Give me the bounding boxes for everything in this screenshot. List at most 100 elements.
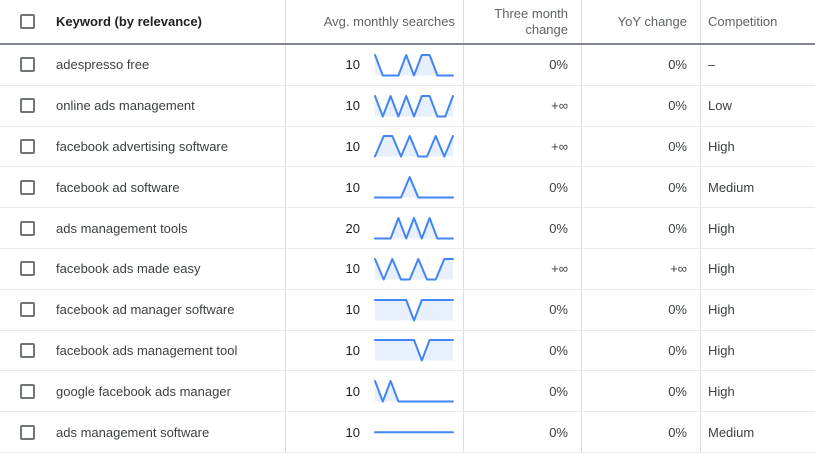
keyword-text: facebook ad manager software — [56, 302, 235, 318]
yoy-change-cell: 0% — [581, 330, 700, 371]
yoy-change-cell: +∞ — [581, 248, 700, 289]
column-header-competition-label: Competition — [708, 14, 778, 29]
table-row[interactable]: online ads management 10 +∞ 0% Low — [0, 85, 815, 127]
three-month-change-value: +∞ — [551, 261, 568, 277]
three-month-change-cell: +∞ — [463, 85, 581, 126]
table-row[interactable]: facebook ad manager software 10 0% 0% Hi… — [0, 289, 815, 331]
yoy-change-value: 0% — [668, 220, 687, 236]
avg-monthly-searches-cell: 10 — [285, 371, 463, 412]
row-checkbox[interactable] — [20, 57, 35, 73]
keyword-text: facebook advertising software — [56, 138, 228, 154]
column-header-avg-monthly-searches-label: Avg. monthly searches — [323, 14, 455, 29]
yoy-change-cell: 0% — [581, 289, 700, 330]
column-header-yoy-change[interactable]: YoY change — [581, 0, 700, 43]
keyword-cell: facebook ads management tool — [56, 331, 285, 371]
competition-cell: – — [700, 45, 815, 85]
table-row[interactable]: facebook ad software 10 0% 0% Medium — [0, 167, 815, 209]
avg-monthly-searches-value: 10 — [345, 98, 360, 114]
trend-sparkline — [374, 135, 454, 158]
avg-monthly-searches-cell: 10 — [285, 126, 463, 167]
competition-cell: High — [700, 289, 815, 330]
row-checkbox-cell — [0, 127, 56, 167]
three-month-change-cell: 0% — [463, 289, 581, 330]
competition-cell: Medium — [700, 167, 815, 208]
competition-cell: Medium — [700, 412, 815, 452]
three-month-change-value: 0% — [549, 342, 568, 358]
keyword-text: facebook ads management tool — [56, 342, 238, 358]
keyword-cell: adespresso free — [56, 45, 285, 85]
row-checkbox[interactable] — [20, 383, 35, 399]
keyword-cell: facebook advertising software — [56, 127, 285, 167]
competition-cell: High — [700, 248, 815, 289]
row-checkbox[interactable] — [20, 138, 35, 154]
trend-sparkline — [374, 431, 454, 434]
keyword-cell: ads management tools — [56, 208, 285, 248]
three-month-change-value: 0% — [549, 424, 568, 440]
row-checkbox[interactable] — [20, 98, 35, 114]
keyword-text: adespresso free — [56, 57, 150, 73]
competition-cell: Low — [700, 85, 815, 126]
row-checkbox[interactable] — [20, 342, 35, 358]
select-all-checkbox[interactable] — [20, 14, 35, 29]
column-header-avg-monthly-searches[interactable]: Avg. monthly searches — [285, 0, 463, 43]
avg-monthly-searches-value: 10 — [345, 342, 360, 358]
table-row[interactable]: facebook ads management tool 10 0% 0% Hi… — [0, 330, 815, 372]
three-month-change-value: +∞ — [551, 98, 568, 114]
trend-sparkline — [374, 380, 454, 403]
table-row[interactable]: ads management software 10 0% 0% Medium — [0, 412, 815, 453]
select-all-cell — [0, 0, 56, 43]
row-checkbox-cell — [0, 371, 56, 411]
competition-value: Medium — [708, 424, 755, 440]
trend-sparkline — [374, 53, 454, 77]
competition-value: – — [708, 57, 716, 73]
yoy-change-value: 0% — [668, 98, 687, 114]
row-checkbox[interactable] — [20, 302, 35, 318]
three-month-change-value: 0% — [549, 383, 568, 399]
three-month-change-cell: 0% — [463, 208, 581, 248]
table-row[interactable]: ads management tools 20 0% 0% High — [0, 208, 815, 249]
three-month-change-cell: 0% — [463, 167, 581, 208]
yoy-change-value: 0% — [668, 302, 687, 318]
competition-value: Low — [708, 98, 732, 114]
competition-value: High — [708, 138, 735, 154]
column-header-keyword-label: Keyword (by relevance) — [56, 14, 202, 29]
competition-value: High — [708, 302, 735, 318]
yoy-change-value: +∞ — [670, 261, 687, 277]
three-month-change-cell: 0% — [463, 371, 581, 412]
yoy-change-cell: 0% — [581, 412, 700, 452]
yoy-change-cell: 0% — [581, 85, 700, 126]
column-header-three-month-change-label: Three month change — [494, 5, 568, 37]
three-month-change-value: +∞ — [551, 138, 568, 154]
avg-monthly-searches-value: 10 — [345, 179, 360, 195]
keyword-text: online ads management — [56, 98, 195, 114]
yoy-change-cell: 0% — [581, 371, 700, 412]
avg-monthly-searches-cell: 10 — [285, 167, 463, 208]
competition-value: High — [708, 342, 735, 358]
keyword-text: facebook ads made easy — [56, 261, 201, 277]
row-checkbox[interactable] — [20, 179, 35, 195]
trend-sparkline — [374, 257, 454, 281]
table-row[interactable]: facebook advertising software 10 +∞ 0% H… — [0, 126, 815, 168]
yoy-change-cell: 0% — [581, 45, 700, 85]
row-checkbox[interactable] — [20, 220, 35, 236]
three-month-change-cell: 0% — [463, 45, 581, 85]
column-header-competition[interactable]: Competition — [700, 0, 815, 43]
avg-monthly-searches-value: 10 — [345, 138, 360, 154]
yoy-change-value: 0% — [668, 57, 687, 73]
table-row[interactable]: facebook ads made easy 10 +∞ +∞ High — [0, 248, 815, 290]
row-checkbox[interactable] — [20, 424, 35, 440]
column-header-keyword[interactable]: Keyword (by relevance) — [56, 0, 285, 43]
row-checkbox-cell — [0, 412, 56, 452]
row-checkbox[interactable] — [20, 261, 35, 277]
avg-monthly-searches-value: 10 — [345, 383, 360, 399]
yoy-change-cell: 0% — [581, 208, 700, 248]
row-checkbox-cell — [0, 290, 56, 330]
column-header-three-month-change[interactable]: Three month change — [463, 0, 581, 43]
keyword-text: facebook ad software — [56, 179, 180, 195]
avg-monthly-searches-cell: 10 — [285, 412, 463, 452]
trend-sparkline — [374, 94, 454, 118]
keyword-cell: google facebook ads manager — [56, 371, 285, 411]
table-row[interactable]: google facebook ads manager 10 0% 0% Hig… — [0, 371, 815, 413]
table-row[interactable]: adespresso free 10 0% 0% – — [0, 45, 815, 86]
